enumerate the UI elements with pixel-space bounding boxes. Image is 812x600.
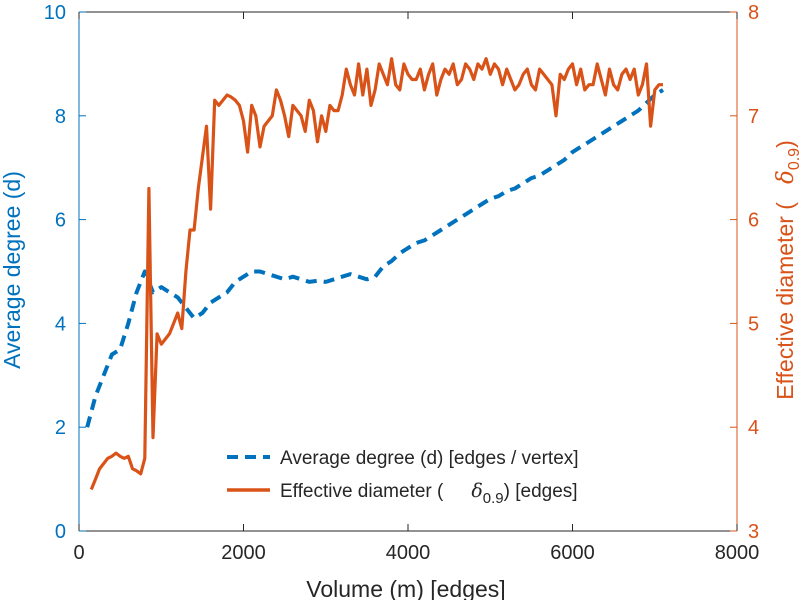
y-tick-label-right: 6	[748, 210, 759, 232]
y-axis-right-label: Effective diameter ( δ0.9)	[772, 140, 803, 400]
y-tick-label-left: 6	[55, 210, 66, 232]
y-axis-right-label-main: Effective diameter (	[772, 202, 798, 400]
x-tick-label: 8000	[715, 542, 760, 564]
legend-label-effective-diameter-main: Effective diameter (	[280, 481, 444, 502]
series-line-effective-diameter	[89, 57, 663, 491]
y-tick-label-right: 4	[748, 417, 759, 439]
y-tick-label-left: 8	[55, 106, 66, 128]
y-axis-left-label: Average degree (d)	[0, 171, 25, 369]
ticks-layer: 0 2000 4000 6000 8000 0 2 4 6 8 10 3 4 5 6 7 8	[44, 2, 760, 564]
y-axis-right-label-text: Effective diameter ( δ0.9)	[772, 140, 803, 400]
y-tick-label-left: 2	[55, 417, 66, 439]
x-axis-label: Volume (m) [edges]	[306, 576, 505, 600]
series-layer	[85, 57, 665, 491]
x-tick-label: 0	[73, 542, 84, 564]
y-tick-label-left: 4	[55, 313, 66, 335]
y-tick-label-right: 8	[748, 2, 759, 24]
legend-label-effective-diameter: Effective diameter ( δ0.9) [edges]	[280, 480, 578, 507]
y-tick-label-right: 5	[748, 313, 759, 335]
x-tick-label: 6000	[550, 542, 595, 564]
y-tick-label-left: 10	[44, 2, 66, 24]
legend: Average degree (d) [edges / vertex] Effe…	[227, 448, 579, 507]
legend-label-effective-diameter-subscript: 0.9	[483, 490, 504, 507]
x-tick-label: 2000	[221, 542, 266, 564]
y-axis-right-label-symbol: δ	[773, 170, 799, 184]
y-tick-label-right: 3	[748, 521, 759, 543]
legend-label-effective-diameter-symbol: δ	[471, 480, 482, 502]
legend-label-average-degree: Average degree (d) [edges / vertex]	[280, 448, 579, 469]
legend-label-effective-diameter-close: ) [edges]	[504, 481, 578, 502]
y-tick-label-right: 7	[748, 106, 759, 128]
y-axis-right-label-subscript: 0.9	[786, 148, 803, 170]
y-tick-label-left: 0	[55, 521, 66, 543]
x-tick-label: 4000	[386, 542, 431, 564]
y-axis-right-label-close: )	[772, 140, 798, 148]
